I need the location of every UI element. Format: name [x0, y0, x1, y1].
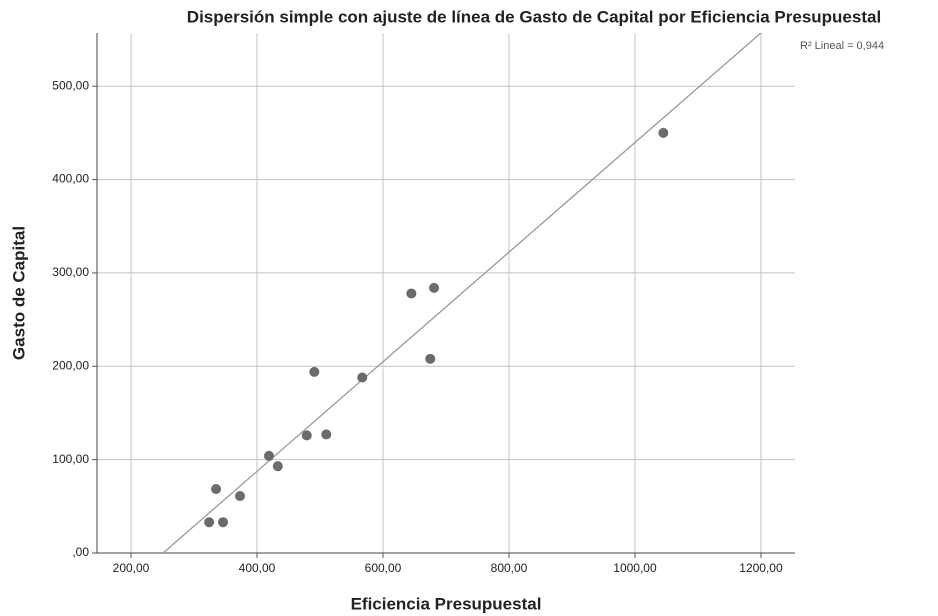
- y-tick-label: 500,00: [52, 78, 89, 92]
- point: [321, 429, 332, 440]
- x-tick-label: 1200,00: [739, 561, 783, 575]
- point: [204, 517, 215, 528]
- y-tick-label: 400,00: [52, 172, 89, 186]
- fit-line: [162, 33, 762, 553]
- chart-title: Dispersión simple con ajuste de línea de…: [187, 7, 881, 26]
- x-tick-label: 600,00: [365, 561, 402, 575]
- x-tick-label: 400,00: [239, 561, 276, 575]
- point: [263, 450, 274, 461]
- x-tick-label: 800,00: [491, 561, 528, 575]
- x-tick-label: 1000,00: [613, 561, 657, 575]
- y-tick-label: 300,00: [52, 265, 89, 279]
- point: [406, 288, 417, 299]
- point: [658, 127, 669, 138]
- y-tick-label: 100,00: [52, 452, 89, 466]
- point: [211, 484, 222, 495]
- y-tick-label: 200,00: [52, 358, 89, 372]
- annotation: R² Lineal = 0,944: [800, 40, 884, 52]
- y-axis-label: Gasto de Capital: [9, 226, 28, 360]
- point: [429, 282, 440, 293]
- point: [235, 491, 246, 502]
- point: [301, 430, 312, 441]
- point: [272, 461, 283, 472]
- point: [309, 366, 320, 377]
- point: [217, 517, 228, 528]
- x-axis-label: Eficiencia Presupuestal: [351, 594, 542, 613]
- y-tick-label: ,00: [72, 545, 89, 559]
- point: [425, 353, 436, 364]
- x-tick-label: 200,00: [113, 561, 150, 575]
- point: [357, 372, 368, 383]
